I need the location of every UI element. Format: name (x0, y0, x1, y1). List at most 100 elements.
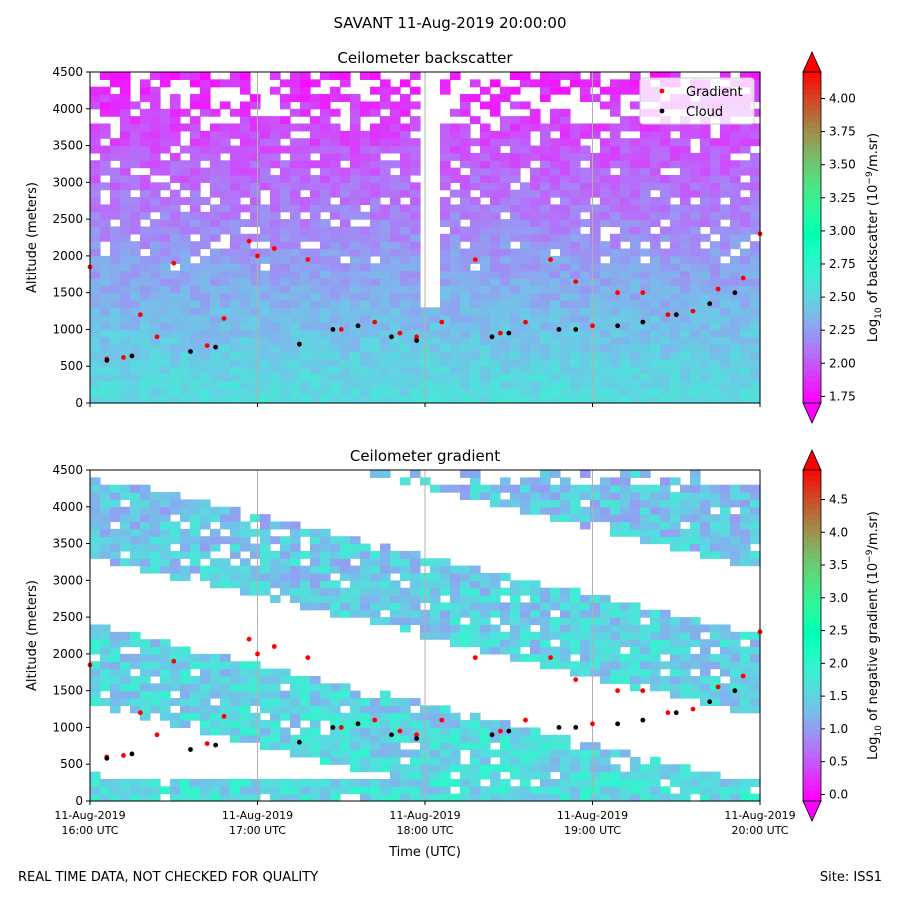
heatmap-cell (490, 380, 501, 389)
heatmap-cell (130, 366, 141, 375)
heatmap-cell (670, 241, 681, 250)
heatmap-cell (480, 86, 491, 95)
heatmap-cell (660, 499, 671, 508)
heatmap-cell (200, 336, 211, 345)
heatmap-cell (130, 499, 141, 508)
heatmap-cell (670, 263, 681, 272)
heatmap-cell (250, 336, 261, 345)
heatmap-cell (180, 182, 191, 191)
heatmap-cell (550, 492, 561, 501)
heatmap-cell (180, 572, 191, 581)
heatmap-cell (170, 373, 181, 382)
heatmap-cell (720, 366, 731, 375)
heatmap-cell (410, 300, 421, 308)
heatmap-cell (500, 226, 511, 235)
heatmap-cell (630, 514, 641, 523)
data-point (104, 755, 110, 761)
heatmap-cell (170, 786, 181, 795)
heatmap-cell (640, 277, 651, 286)
heatmap-cell (450, 152, 461, 161)
colorbar-label: Log10 of negative gradient (10−9/m.sr) (865, 511, 884, 760)
heatmap-cell (360, 344, 371, 353)
heatmap-cell (750, 358, 761, 367)
heatmap-cell (490, 329, 501, 338)
heatmap-cell (160, 528, 171, 537)
heatmap-cell (140, 241, 151, 250)
heatmap-cell (410, 720, 421, 729)
colorbar-tick-label: 2.00 (829, 356, 856, 370)
heatmap-cell (360, 543, 371, 552)
heatmap-cell (220, 565, 231, 574)
heatmap-cell (510, 749, 521, 758)
heatmap-cell (290, 211, 301, 220)
heatmap-cell (550, 742, 561, 751)
heatmap-cell (230, 521, 241, 530)
heatmap-cell (350, 543, 361, 552)
heatmap-cell (100, 322, 111, 331)
heatmap-cell (470, 329, 481, 338)
heatmap-cell (690, 470, 701, 478)
heatmap-cell (750, 668, 761, 677)
heatmap-cell (310, 602, 321, 611)
heatmap-cell (270, 292, 281, 301)
heatmap-cell (320, 255, 331, 264)
heatmap-cell (90, 130, 101, 139)
heatmap-cell (620, 675, 631, 684)
heatmap-cell (660, 380, 671, 389)
heatmap-cell (490, 182, 501, 191)
colorbar-tick-label: 3.5 (829, 558, 848, 572)
heatmap-cell (570, 314, 581, 323)
heatmap-cell (480, 241, 491, 250)
heatmap-cell (700, 248, 711, 257)
heatmap-cell (660, 764, 671, 773)
heatmap-cell (250, 683, 261, 692)
heatmap-cell (410, 764, 421, 773)
heatmap-cell (670, 255, 681, 264)
colorbar-segment (803, 762, 821, 769)
heatmap-cell (360, 388, 371, 397)
heatmap-cell (570, 219, 581, 228)
heatmap-cell (570, 373, 581, 382)
heatmap-cell (220, 683, 231, 692)
heatmap-cell (710, 521, 721, 530)
heatmap-cell (160, 373, 171, 382)
heatmap-cell (610, 94, 621, 103)
heatmap-cell (240, 558, 251, 567)
heatmap-cell (700, 314, 711, 323)
heatmap-cell (440, 174, 451, 183)
heatmap-cell (550, 499, 561, 508)
heatmap-cell (320, 587, 331, 596)
heatmap-cell (740, 263, 751, 272)
heatmap-cell (250, 145, 261, 154)
heatmap-cell (400, 322, 411, 331)
heatmap-cell (280, 558, 291, 567)
heatmap-cell (540, 189, 551, 198)
heatmap-cell (320, 292, 331, 301)
heatmap-cell (100, 528, 111, 537)
heatmap-cell (450, 241, 461, 250)
y-tick-label: 0 (75, 794, 83, 808)
heatmap-cell (370, 182, 381, 191)
heatmap-cell (570, 771, 581, 780)
heatmap-cell (650, 484, 661, 493)
heatmap-cell (430, 558, 441, 567)
heatmap-cell (730, 300, 741, 308)
heatmap-cell (130, 197, 141, 205)
heatmap-cell (590, 72, 601, 80)
heatmap-cell (660, 388, 671, 397)
heatmap-cell (140, 514, 151, 523)
heatmap-cell (450, 602, 461, 611)
heatmap-cell (180, 336, 191, 345)
heatmap-cell (360, 138, 371, 147)
heatmap-cell (490, 197, 501, 205)
heatmap-cell (170, 72, 181, 80)
heatmap-cell (460, 587, 471, 596)
heatmap-cell (570, 211, 581, 220)
heatmap-cell (220, 336, 231, 345)
heatmap-cell (320, 690, 331, 699)
heatmap-cell (210, 558, 221, 567)
heatmap-cell (240, 160, 251, 169)
heatmap-cell (170, 344, 181, 353)
heatmap-cell (370, 86, 381, 95)
